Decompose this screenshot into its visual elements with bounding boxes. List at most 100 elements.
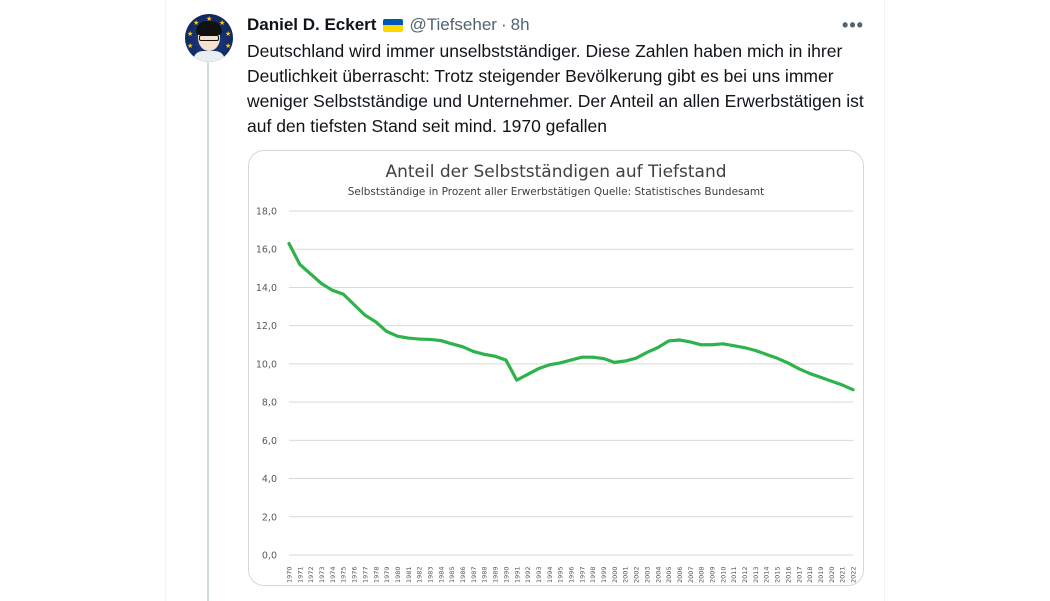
x-tick-label: 2020 [828,566,836,583]
line-chart: 0,0 2,0 4,0 6,0 8,0 10,0 12,0 14,0 16,0 18,0 1970… [256,207,858,584]
data-point [537,367,540,371]
data-point [623,359,627,363]
x-tick-label: 1984 [437,566,445,583]
x-tick-label: 2009 [709,566,717,583]
x-tick-label: 2021 [839,566,847,583]
flag-yellow-stripe [383,25,404,32]
tweet-column [165,0,885,601]
avatar-shirt [193,51,225,62]
x-axis-ticks: 1970 1971 1972 1973 1974 1975 1976 1977 1978 1979… [286,566,858,583]
x-tick-label: 1977 [361,566,369,583]
x-tick-label: 2000 [611,566,619,583]
chart-image-card[interactable]: 0,0 2,0 4,0 6,0 8,0 10,0 12,0 14,0 16,0 18,0 1970… [248,150,864,586]
eu-star-icon: ★ [193,20,200,27]
data-point [634,356,638,360]
data-point [461,345,464,349]
data-point [569,358,573,362]
x-tick-label: 2022 [850,566,858,583]
data-point [309,272,313,276]
data-point [482,352,486,356]
x-tick-label: 1989 [492,566,500,583]
x-tick-label: 1988 [481,566,489,583]
x-tick-label: 2013 [752,566,760,583]
x-tick-label: 2016 [784,566,792,583]
x-tick-label: 2010 [719,566,727,583]
x-tick-label: 1972 [307,566,315,583]
x-tick-label: 1993 [535,566,543,583]
header-separator: · [500,15,507,34]
eu-star-icon: ★ [206,16,213,23]
data-point [341,292,345,296]
data-point [352,303,356,307]
data-point [428,338,432,341]
x-tick-label: 1995 [557,566,565,583]
x-tick-label: 2004 [654,566,662,583]
data-point [699,343,703,347]
x-tick-label: 2011 [730,566,738,583]
x-tick-label: 2012 [741,566,749,583]
x-tick-label: 2002 [633,566,641,583]
data-point [526,373,530,376]
x-tick-label: 1979 [383,566,391,583]
chart-title: Anteil der Selbstständigen auf Tiefstand [385,162,727,182]
data-point [645,351,649,354]
data-point [819,375,822,379]
data-point [851,388,855,392]
chart-grid [289,210,853,556]
x-tick-label: 2015 [774,566,782,583]
data-point [743,346,746,350]
more-icon[interactable]: ••• [842,14,864,35]
x-tick-label: 1980 [394,566,402,583]
avatar[interactable]: ★ ★ ★ ★ ★ ★ ★ [185,14,233,62]
data-point [471,350,475,353]
data-point [840,383,844,387]
data-point [493,354,497,358]
data-point [753,349,757,352]
thread-line [207,62,209,601]
x-tick-label: 2006 [676,566,684,583]
avatar-hair [196,21,222,35]
tweet-header: Daniel D. Eckert @Tiefseher · 8h [247,14,530,36]
x-tick-label: 1999 [600,566,608,583]
x-tick-label: 1970 [286,566,294,583]
series-line [287,241,855,392]
tweet-text: Deutschland wird immer unselbstständiger… [247,41,864,136]
data-point [678,338,681,342]
data-point [710,343,714,347]
x-tick-label: 1978 [372,566,380,583]
data-point [287,242,291,245]
x-tick-label: 1996 [568,566,576,583]
data-point [385,330,389,333]
x-tick-label: 1987 [470,566,478,583]
eu-star-icon: ★ [225,31,232,38]
ukraine-flag-icon [383,18,404,32]
x-tick-label: 2014 [763,566,771,583]
eu-star-icon: ★ [225,43,232,50]
tweet-timestamp[interactable]: 8h [510,15,530,34]
data-point [580,355,584,359]
x-tick-label: 1973 [318,566,326,583]
y-tick-label: 2,0 [262,512,277,523]
x-tick-label: 2008 [698,566,706,583]
x-tick-label: 2017 [795,566,803,583]
x-tick-label: 1985 [448,566,456,583]
data-point [602,357,605,360]
data-point [504,358,508,362]
y-tick-label: 16,0 [256,245,277,256]
y-axis-ticks: 0,0 2,0 4,0 6,0 8,0 10,0 12,0 14,0 16,0 18,0 [256,207,277,562]
data-point [450,342,454,346]
x-tick-label: 1974 [329,566,337,583]
x-tick-label: 2005 [665,566,673,583]
series-layer [287,241,855,392]
x-tick-label: 1997 [578,566,586,583]
data-point [439,339,443,342]
data-point [667,339,671,343]
x-tick-label: 1975 [340,566,348,583]
author-handle[interactable]: @Tiefseher [409,15,497,34]
y-tick-label: 4,0 [262,474,277,485]
author-name[interactable]: Daniel D. Eckert [247,15,377,34]
y-tick-label: 18,0 [256,207,277,218]
data-point [732,344,736,348]
data-point [797,367,801,371]
data-point [775,356,779,360]
